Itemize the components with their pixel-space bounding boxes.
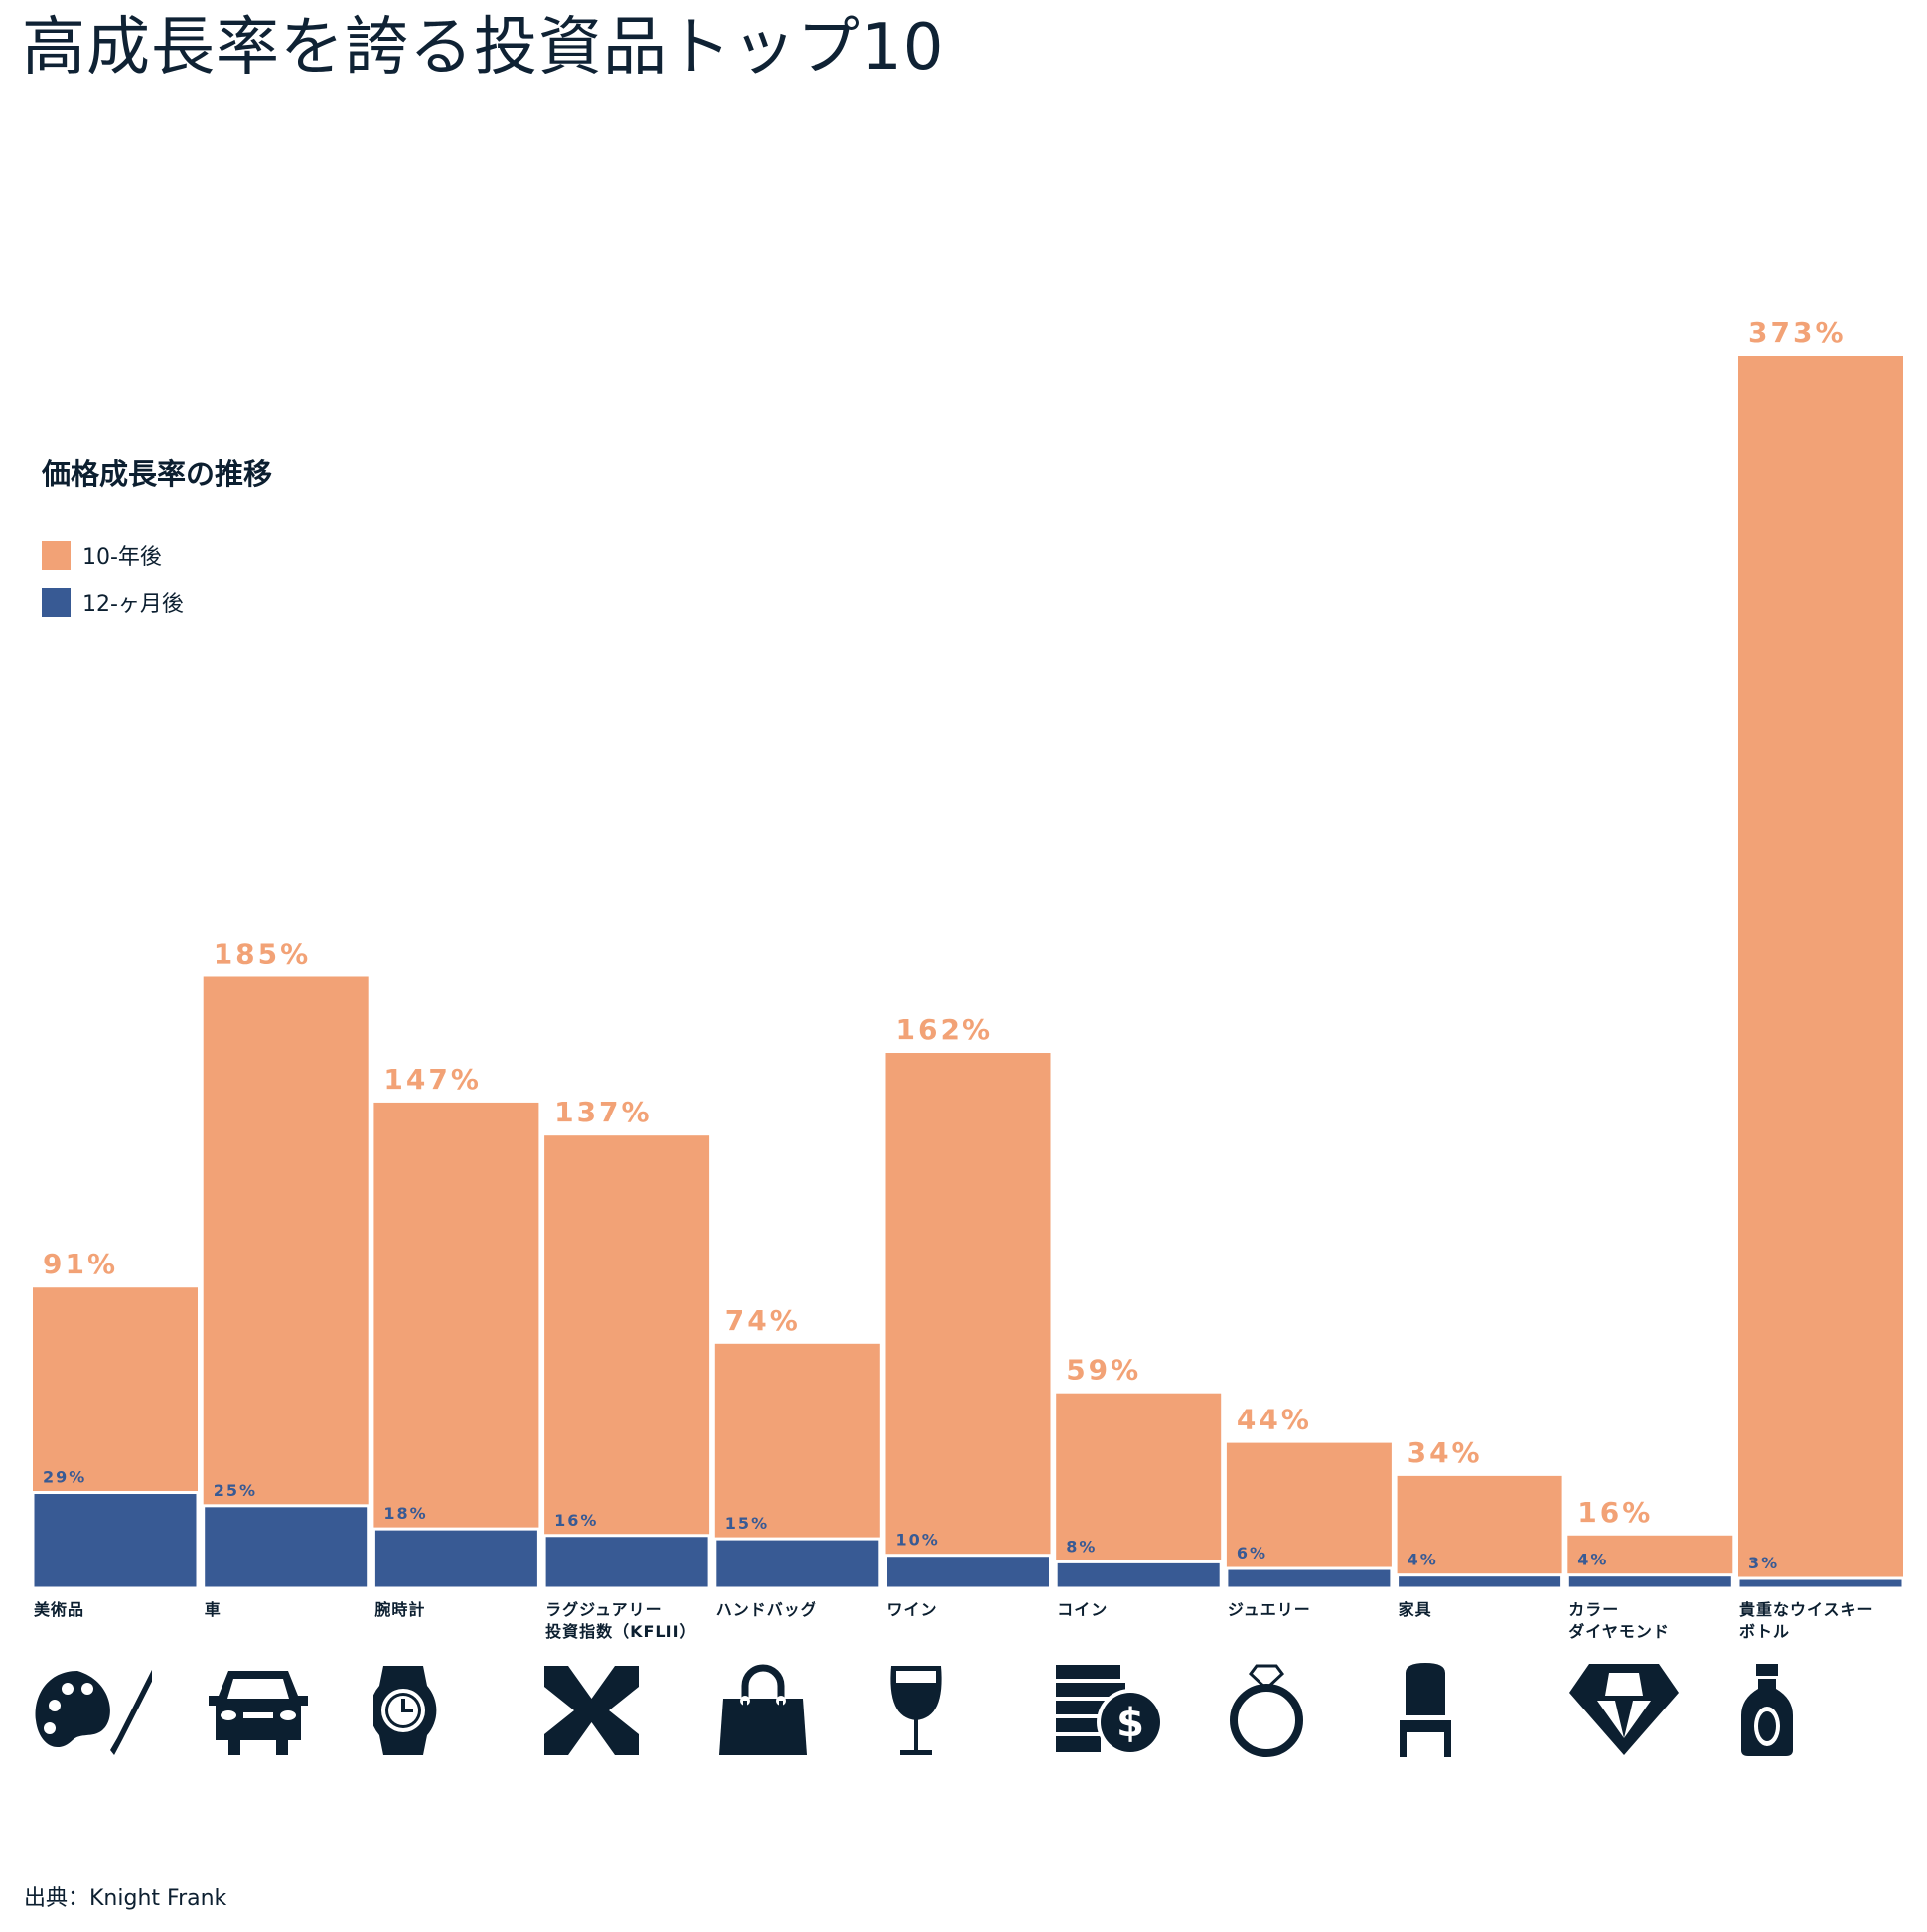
watch-icon (371, 1661, 483, 1765)
legend-label: 12-ヶ月後 (82, 592, 184, 617)
category-label: コイン (1057, 1600, 1109, 1619)
bar-10-year (1397, 1475, 1562, 1588)
bar-10-year (544, 1135, 710, 1588)
ring-icon (1227, 1661, 1336, 1765)
category-label: ジュエリー (1227, 1600, 1311, 1619)
bar-10-year (1738, 356, 1903, 1588)
svg-text:$: $ (1116, 1701, 1144, 1746)
kflii-logo-icon (544, 1661, 654, 1765)
value-label-10-year: 59% (1066, 1354, 1141, 1387)
value-label-10-year: 162% (896, 1013, 994, 1046)
handbag-icon (715, 1661, 824, 1765)
value-label-12-month: 16% (554, 1511, 598, 1530)
value-label-10-year: 147% (383, 1063, 482, 1096)
value-label-12-month: 4% (1577, 1551, 1608, 1569)
value-label-12-month: 4% (1408, 1551, 1438, 1569)
value-label-12-month: 8% (1066, 1537, 1097, 1556)
legend-item-12-month: 12-ヶ月後 (42, 586, 184, 618)
wine-glass-icon (886, 1661, 995, 1765)
bar-10-year (373, 1102, 539, 1588)
legend-label: 10-年後 (82, 545, 162, 570)
value-label-12-month: 25% (214, 1481, 257, 1500)
bar-12-month (713, 1537, 882, 1590)
bar-12-month (1225, 1566, 1394, 1590)
category-label: 美術品 (34, 1600, 85, 1619)
value-label-12-month: 3% (1748, 1554, 1779, 1572)
coins-icon: $ (1056, 1661, 1165, 1765)
category-label: 家具 (1398, 1600, 1432, 1619)
source-note: 出典：Knight Frank (24, 1886, 227, 1911)
bar-12-month (884, 1554, 1052, 1590)
bar-10-year (885, 1053, 1051, 1588)
bar-12-month (1565, 1573, 1734, 1590)
bar-10-year (1056, 1393, 1222, 1588)
value-label-12-month: 29% (43, 1468, 86, 1487)
category-label: ラグジュアリー 投資指数（KFLII） (545, 1600, 697, 1641)
category-label: 貴重なウイスキー ボトル (1739, 1600, 1874, 1641)
bar-12-month (1054, 1560, 1223, 1590)
legend-swatch-orange (42, 540, 71, 570)
value-label-12-month: 6% (1237, 1544, 1267, 1562)
value-label-10-year: 185% (214, 937, 312, 969)
category-label: ハンドバッグ (715, 1600, 817, 1619)
value-label-10-year: 91% (43, 1248, 118, 1280)
diamond-icon (1567, 1661, 1680, 1765)
bar-10-year (1226, 1442, 1392, 1588)
legend-item-10-year: 10-年後 (42, 539, 162, 571)
category-label: 車 (204, 1600, 222, 1619)
bar-12-month (371, 1527, 540, 1590)
value-label-10-year: 34% (1408, 1436, 1483, 1469)
legend-title: 価格成長率の推移 (42, 457, 273, 491)
value-label-12-month: 15% (725, 1514, 769, 1533)
bar-12-month (31, 1491, 200, 1590)
category-label: カラー ダイヤモンド (1568, 1600, 1670, 1641)
value-label-10-year: 44% (1237, 1404, 1312, 1436)
category-label: 腕時計 (374, 1600, 426, 1619)
palette-icon (33, 1661, 160, 1765)
chart-title: 高成長率を誇る投資品トップ10 (22, 11, 945, 84)
value-label-12-month: 18% (383, 1504, 427, 1523)
value-label-12-month: 10% (896, 1531, 940, 1550)
value-label-10-year: 373% (1748, 316, 1847, 349)
bar-12-month (1736, 1576, 1905, 1590)
category-label: ワイン (886, 1600, 938, 1619)
bar-12-month (1396, 1573, 1564, 1590)
car-icon (204, 1661, 313, 1765)
legend-swatch-blue (42, 587, 71, 617)
whisky-bottle-icon (1738, 1661, 1848, 1765)
value-label-10-year: 74% (725, 1304, 801, 1337)
chair-icon (1398, 1661, 1507, 1765)
bar-12-month (542, 1534, 711, 1590)
value-label-10-year: 137% (554, 1096, 653, 1128)
value-label-10-year: 16% (1577, 1496, 1653, 1529)
bar-12-month (202, 1504, 371, 1590)
bar-10-year (203, 976, 369, 1588)
